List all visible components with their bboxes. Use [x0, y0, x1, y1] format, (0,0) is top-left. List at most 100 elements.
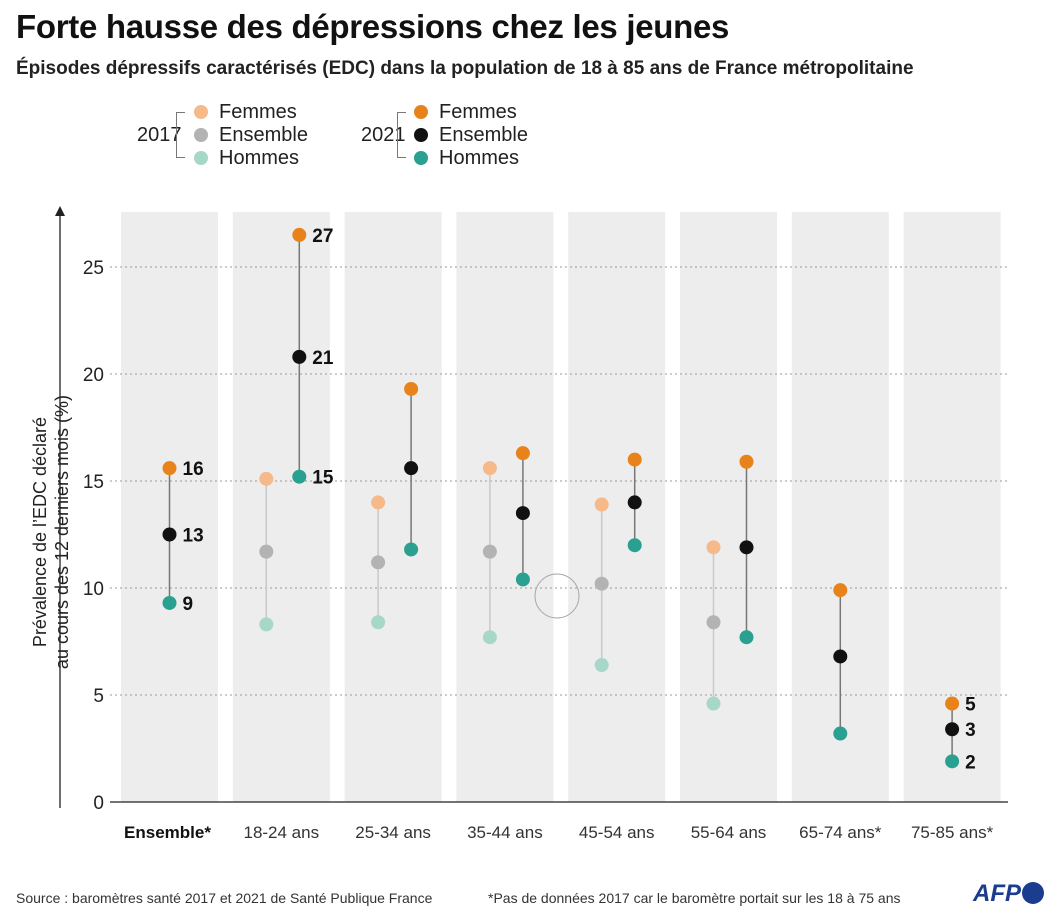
- y-axis: 0 5 10 15 20 25: [55, 206, 104, 814]
- legend-dot-hommes-2021: [414, 151, 428, 165]
- data-label: 2: [965, 752, 976, 773]
- point-2021-femmes: [945, 696, 960, 711]
- data-label: 16: [183, 459, 204, 480]
- afp-logo-dot: [1022, 882, 1044, 904]
- point-2021-femmes: [739, 454, 754, 469]
- point-2021-ensemble: [162, 527, 177, 542]
- category-band: [568, 212, 666, 802]
- point-2021-ensemble: [833, 649, 848, 664]
- x-axis: Ensemble* 18-24 ans 25-34 ans 35-44 ans 45-5…: [110, 801, 1008, 842]
- legend-label-hommes-2017: Hommes: [219, 147, 300, 169]
- point-2017-hommes: [371, 615, 386, 630]
- point-2017-femmes: [706, 540, 721, 555]
- category-band: [232, 212, 330, 802]
- y-tick-label: 5: [93, 686, 104, 707]
- legend-dot-hommes-2017: [194, 151, 208, 165]
- point-2017-femmes: [259, 471, 274, 486]
- legend-label-ensemble-2021: Ensemble: [439, 124, 528, 146]
- point-2021-ensemble: [515, 506, 530, 521]
- point-2017-hommes: [706, 696, 721, 711]
- legend-bracket-2017: [176, 112, 185, 158]
- point-2021-ensemble: [945, 722, 960, 737]
- legend-label-femmes-2021: Femmes: [439, 101, 517, 123]
- point-2021-ensemble: [739, 540, 754, 555]
- point-2021-hommes: [627, 538, 642, 553]
- point-2021-hommes: [739, 630, 754, 645]
- data-label: 3: [965, 720, 976, 741]
- x-tick-label: 45-54 ans: [579, 823, 655, 842]
- point-2021-hommes: [515, 572, 530, 587]
- point-2017-femmes: [482, 461, 497, 476]
- y-tick-label: 15: [83, 472, 104, 493]
- y-tick-label: 20: [83, 365, 104, 386]
- point-2021-femmes: [292, 227, 307, 242]
- category-band: [680, 212, 777, 802]
- legend-dot-femmes-2017: [194, 105, 208, 119]
- x-tick-label: 25-34 ans: [355, 823, 431, 842]
- data-points: [162, 227, 960, 769]
- point-2017-ensemble: [259, 544, 274, 559]
- point-2017-femmes: [371, 495, 386, 510]
- point-2021-ensemble: [627, 495, 642, 510]
- x-tick-label: 65-74 ans*: [799, 823, 882, 842]
- legend-year-2017: 2017: [137, 124, 182, 146]
- point-2021-femmes: [404, 381, 419, 396]
- data-label: 15: [312, 468, 334, 489]
- category-band: [456, 212, 554, 802]
- legend-label-hommes-2021: Hommes: [439, 147, 520, 169]
- point-2017-femmes: [594, 497, 609, 512]
- legend-dot-ensemble-2021: [414, 128, 428, 142]
- point-2017-ensemble: [594, 576, 609, 591]
- y-tick-label: 0: [93, 793, 104, 814]
- point-2017-ensemble: [482, 544, 497, 559]
- legend-year-2021: 2021: [361, 124, 406, 146]
- y-axis-title-line2: au cours des 12 derniers mois (%): [52, 395, 72, 669]
- category-bands: [121, 212, 1001, 802]
- footnote: *Pas de données 2017 car le baromètre po…: [488, 890, 901, 906]
- legend-label-ensemble-2017: Ensemble: [219, 124, 308, 146]
- y-tick-label: 25: [83, 258, 104, 279]
- x-tick-label: 35-44 ans: [467, 823, 543, 842]
- point-2021-hommes: [292, 469, 307, 484]
- afp-logo: AFP: [973, 880, 1044, 908]
- point-2021-hommes: [945, 754, 960, 769]
- legend-bracket-2021: [397, 112, 406, 158]
- point-2021-hommes: [404, 542, 419, 557]
- x-tick-label: 55-64 ans: [691, 823, 767, 842]
- afp-logo-text: AFP: [973, 880, 1021, 907]
- legend-dot-ensemble-2017: [194, 128, 208, 142]
- y-axis-arrow: [55, 206, 65, 216]
- legend-dot-femmes-2021: [414, 105, 428, 119]
- source-note: Source : baromètres santé 2017 et 2021 d…: [16, 890, 433, 906]
- legend-label-femmes-2017: Femmes: [219, 101, 297, 123]
- point-2021-femmes: [627, 452, 642, 467]
- point-2021-hommes: [162, 595, 177, 610]
- x-tick-label: 18-24 ans: [243, 823, 319, 842]
- y-axis-title-line1: Prévalence de l’EDC déclaré: [30, 417, 50, 647]
- category-band: [344, 212, 442, 802]
- point-2021-hommes: [833, 726, 848, 741]
- point-2017-ensemble: [706, 615, 721, 630]
- point-2017-ensemble: [371, 555, 386, 570]
- data-labels: 16 13 9 27 21 15 5 3 2: [183, 226, 977, 773]
- point-2021-femmes: [515, 446, 530, 461]
- chart-title: Forte hausse des dépressions chez les je…: [16, 8, 730, 45]
- point-2017-hommes: [259, 617, 274, 632]
- data-label: 21: [312, 348, 334, 369]
- y-tick-label: 10: [83, 579, 104, 600]
- chart-subtitle: Épisodes dépressifs caractérisés (EDC) d…: [16, 58, 914, 79]
- point-2021-femmes: [162, 461, 177, 476]
- data-label: 13: [183, 526, 204, 547]
- data-label: 27: [312, 226, 333, 247]
- cursor-circle: [534, 573, 580, 619]
- point-2021-ensemble: [404, 461, 419, 476]
- point-2017-hommes: [594, 658, 609, 673]
- point-2021-femmes: [833, 583, 848, 598]
- x-tick-label: 75-85 ans*: [911, 823, 994, 842]
- point-2017-hommes: [482, 630, 497, 645]
- data-label: 5: [965, 695, 976, 716]
- x-tick-label: Ensemble*: [124, 823, 211, 842]
- data-label: 9: [183, 594, 194, 615]
- point-2021-ensemble: [292, 349, 307, 364]
